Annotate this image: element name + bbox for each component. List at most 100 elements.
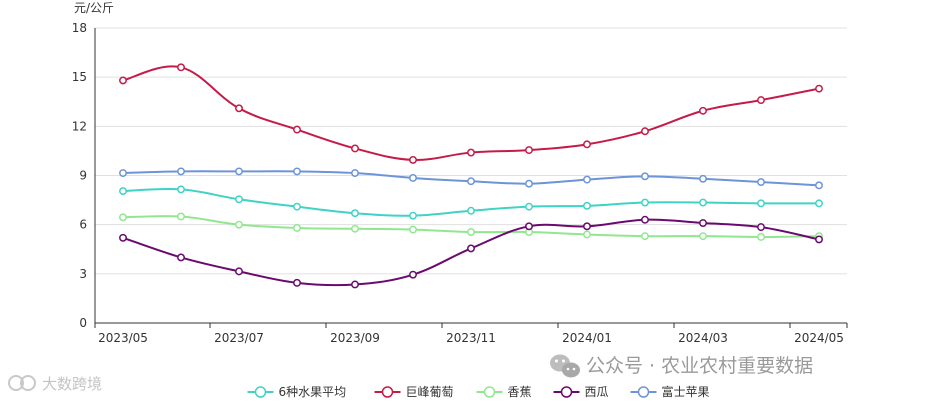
data-point bbox=[815, 181, 823, 190]
data-point bbox=[467, 177, 475, 186]
y-tick-label: 9 bbox=[79, 169, 87, 183]
data-point bbox=[641, 127, 649, 136]
data-point bbox=[351, 280, 359, 289]
legend-label: 西瓜 bbox=[585, 385, 609, 399]
data-point bbox=[757, 199, 765, 208]
legend-label: 香蕉 bbox=[508, 385, 532, 399]
series-2 bbox=[119, 212, 823, 241]
data-point bbox=[119, 76, 127, 85]
data-point bbox=[293, 223, 301, 232]
watermark-left-text: 大数跨境 bbox=[42, 375, 102, 393]
data-point bbox=[235, 220, 243, 229]
x-tick-label: 2024/05 bbox=[794, 331, 844, 345]
y-tick-label: 3 bbox=[79, 267, 87, 281]
data-point bbox=[467, 228, 475, 236]
data-point bbox=[583, 140, 591, 149]
data-point bbox=[757, 223, 765, 232]
data-point bbox=[815, 235, 823, 244]
data-point bbox=[699, 232, 707, 241]
data-point bbox=[409, 225, 417, 234]
y-tick-label: 12 bbox=[72, 119, 87, 133]
watermark-text: 公众号 · 农业农村重要数据 bbox=[586, 355, 813, 377]
legend-marker-icon bbox=[560, 386, 573, 398]
data-point bbox=[235, 195, 243, 204]
legend-item[interactable]: 香蕉 bbox=[476, 385, 532, 399]
grid-lines bbox=[95, 27, 847, 275]
data-point bbox=[467, 148, 475, 157]
data-point bbox=[351, 209, 359, 218]
data-point bbox=[119, 169, 127, 177]
x-tick-label: 2024/03 bbox=[678, 331, 728, 345]
legend-marker-icon bbox=[381, 386, 394, 398]
data-point bbox=[641, 172, 649, 181]
watermark: 公众号 · 农业农村重要数据 大数跨境 bbox=[8, 354, 813, 393]
series-3 bbox=[119, 215, 823, 289]
legend-item[interactable]: 巨峰葡萄 bbox=[374, 385, 454, 399]
data-point bbox=[119, 187, 127, 196]
legend-marker-icon bbox=[254, 386, 267, 398]
x-tick-label: 2023/07 bbox=[214, 331, 264, 345]
x-tick-label: 2023/09 bbox=[330, 331, 380, 345]
legend-item[interactable]: 西瓜 bbox=[553, 385, 609, 399]
legend-label: 富士苹果 bbox=[662, 384, 710, 399]
data-point bbox=[351, 169, 359, 177]
data-point bbox=[409, 211, 417, 220]
data-point bbox=[409, 270, 417, 279]
data-point bbox=[757, 178, 765, 187]
series-0 bbox=[119, 185, 823, 220]
series-4 bbox=[119, 167, 823, 190]
y-tick-label: 0 bbox=[79, 316, 87, 330]
data-point bbox=[409, 155, 417, 164]
data-point bbox=[351, 144, 359, 153]
legend-label: 6种水果平均 bbox=[279, 385, 347, 399]
data-point bbox=[525, 146, 533, 155]
data-point bbox=[583, 230, 591, 239]
data-point bbox=[351, 224, 359, 233]
legend-item[interactable]: 富士苹果 bbox=[630, 384, 710, 399]
data-point bbox=[177, 253, 185, 262]
data-point bbox=[235, 267, 243, 276]
data-point bbox=[815, 199, 823, 208]
data-point bbox=[467, 206, 475, 215]
data-point bbox=[293, 278, 301, 287]
data-point bbox=[641, 198, 649, 207]
y-tick-label: 18 bbox=[72, 21, 87, 35]
data-point bbox=[583, 201, 591, 210]
data-point bbox=[467, 244, 475, 253]
y-tick-label: 15 bbox=[72, 70, 87, 84]
axes: 0 3 6 9 12 15 18 2023/05 2023/07 2023/09 2023/11 20… bbox=[72, 21, 848, 345]
data-point bbox=[699, 219, 707, 227]
data-point bbox=[293, 202, 301, 211]
y-axis-unit-label: 元/公斤 bbox=[74, 1, 114, 15]
data-point bbox=[177, 63, 185, 72]
legend-marker-icon bbox=[483, 386, 496, 398]
legend-marker-icon bbox=[637, 386, 650, 398]
data-point bbox=[525, 179, 533, 188]
data-point bbox=[641, 232, 649, 241]
data-point bbox=[235, 104, 243, 113]
data-point bbox=[757, 96, 765, 105]
data-point bbox=[293, 125, 301, 134]
legend: 6种水果平均 巨峰葡萄 香蕉 西瓜 富士苹果 bbox=[247, 384, 710, 399]
data-point bbox=[119, 213, 127, 222]
data-point bbox=[177, 167, 185, 176]
series-layer bbox=[119, 63, 823, 289]
data-point bbox=[641, 215, 649, 224]
data-point bbox=[177, 212, 185, 221]
x-tick-label: 2024/01 bbox=[562, 331, 612, 345]
legend-item[interactable]: 6种水果平均 bbox=[247, 385, 347, 399]
data-point bbox=[757, 233, 765, 241]
x-tick-label: 2023/05 bbox=[98, 331, 148, 345]
logo-icon bbox=[8, 375, 36, 391]
data-point bbox=[293, 167, 301, 176]
y-tick-label: 6 bbox=[79, 218, 87, 232]
data-point bbox=[583, 175, 591, 184]
data-point bbox=[409, 174, 417, 182]
data-point bbox=[525, 222, 533, 231]
series-1 bbox=[119, 63, 823, 164]
legend-label: 巨峰葡萄 bbox=[406, 385, 454, 399]
x-tick-label: 2023/11 bbox=[446, 331, 496, 345]
data-point bbox=[525, 202, 533, 211]
wechat-icon bbox=[550, 354, 580, 378]
